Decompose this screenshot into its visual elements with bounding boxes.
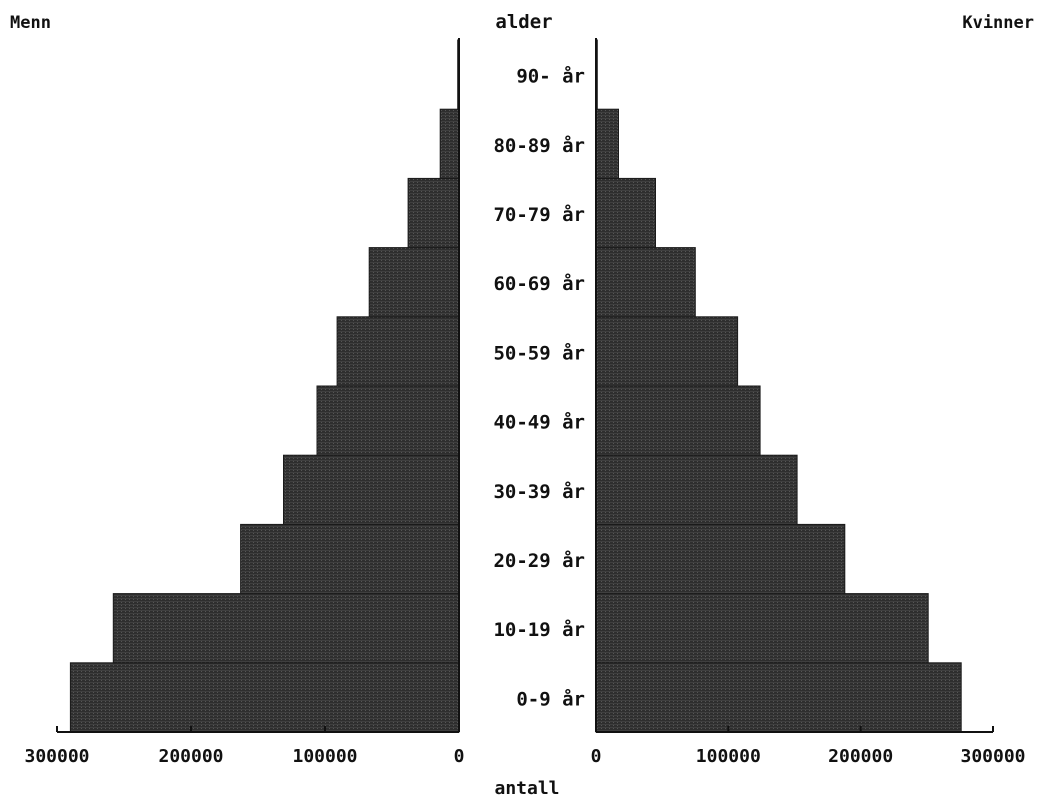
age-category-labels: 0-9 år 10-19 år 20-29 år 30-39 år 40-49 år 50…: [493, 64, 585, 711]
age-label: 40-49 år: [493, 410, 585, 434]
men-bar-10-19r: [112, 593, 460, 664]
age-label: 90- år: [516, 64, 585, 88]
men-bar-80-89r: [439, 108, 460, 179]
men-bar-50-59r: [336, 316, 460, 387]
men-bar-30-39r: [283, 454, 460, 525]
age-label: 80-89 år: [493, 133, 585, 157]
age-label: 30-39 år: [493, 479, 585, 503]
men-bar-0-9r: [69, 662, 460, 733]
women-bars: [595, 39, 962, 733]
men-bar-40-49r: [316, 385, 460, 456]
men-bars: [69, 39, 460, 733]
tick-labels: 300000 200000 100000 0 0 100000 200000 300000: [24, 746, 1025, 767]
age-label: 60-69 år: [493, 271, 585, 295]
women-tick-label: 200000: [828, 746, 893, 767]
men-bar-20-29r: [240, 523, 460, 595]
women-bar-30-39r: [595, 454, 798, 525]
men-label: Menn: [10, 13, 51, 33]
women-bar-50-59r: [595, 316, 739, 387]
men-tick-label: 200000: [158, 746, 223, 767]
women-bar-0-9r: [595, 662, 962, 733]
women-bar-70-79r: [595, 177, 656, 249]
women-tick-label: 100000: [696, 746, 761, 767]
center-axis-title: alder: [495, 11, 552, 33]
age-label: 0-9 år: [516, 686, 585, 710]
age-label: 70-79 år: [493, 202, 585, 226]
men-tick-label: 100000: [292, 746, 357, 767]
women-bar-40-49r: [595, 385, 761, 456]
women-bar-10-19r: [595, 593, 929, 664]
women-bar-80-89r: [595, 108, 619, 179]
age-label: 20-29 år: [493, 548, 585, 572]
women-tick-label: 0: [591, 746, 602, 767]
x-axis-title: antall: [494, 778, 559, 797]
axes: [56, 38, 994, 733]
men-bar-70-79r: [407, 177, 460, 249]
men-tick-label: 300000: [24, 746, 89, 767]
men-bar-60-69r: [368, 247, 460, 318]
age-label: 10-19 år: [493, 617, 585, 641]
men-tick-label: 0: [454, 746, 465, 767]
women-label: Kvinner: [962, 13, 1034, 33]
women-bar-20-29r: [595, 523, 846, 595]
age-label: 50-59 år: [493, 340, 585, 364]
women-bar-60-69r: [595, 247, 696, 318]
women-tick-label: 300000: [960, 746, 1025, 767]
